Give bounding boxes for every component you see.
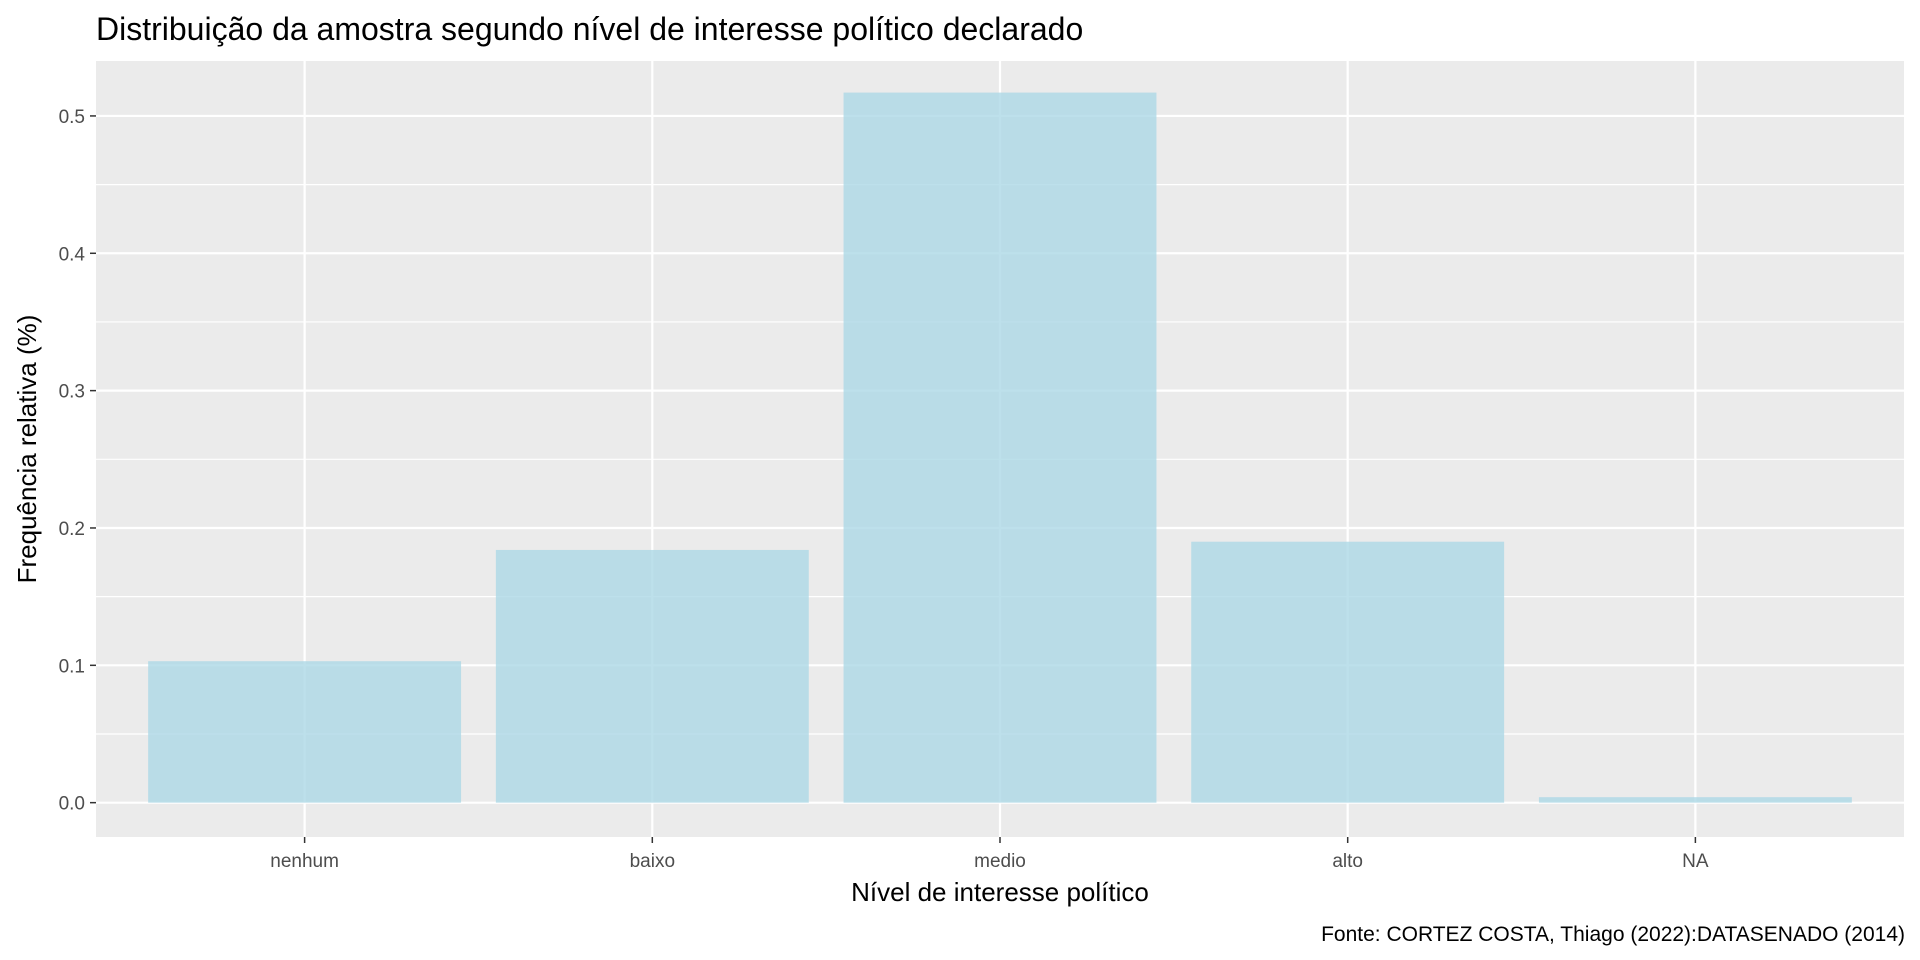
y-tick-label: 0.4 xyxy=(59,244,86,265)
x-tick-label: nenhum xyxy=(270,851,339,872)
x-axis-title: Nível de interesse político xyxy=(851,877,1149,907)
x-tick-label: baixo xyxy=(630,851,675,872)
chart-title: Distribuição da amostra segundo nível de… xyxy=(96,11,1083,47)
y-tick-label: 0.0 xyxy=(59,794,85,815)
x-axis-ticks: nenhum baixo medio alto NA xyxy=(270,837,1709,872)
bar-na xyxy=(1538,797,1852,803)
y-axis-ticks: 0.0 0.1 0.2 0.3 0.4 0.5 xyxy=(59,107,96,815)
y-tick-label: 0.2 xyxy=(59,519,85,540)
y-tick-label: 0.3 xyxy=(59,382,85,403)
bar-nenhum xyxy=(148,661,462,803)
bar-medio xyxy=(843,92,1157,803)
y-axis-title: Frequência relativa (%) xyxy=(12,315,42,584)
bar-alto xyxy=(1191,541,1505,803)
y-tick-label: 0.5 xyxy=(59,107,85,128)
y-tick-label: 0.1 xyxy=(59,656,85,677)
x-tick-label: alto xyxy=(1332,851,1363,872)
x-tick-label: NA xyxy=(1682,851,1709,872)
source-caption: Fonte: CORTEZ COSTA, Thiago (2022):DATAS… xyxy=(1321,923,1905,946)
bars xyxy=(148,92,1852,803)
x-tick-label: medio xyxy=(974,851,1026,872)
bar-baixo xyxy=(495,549,809,803)
